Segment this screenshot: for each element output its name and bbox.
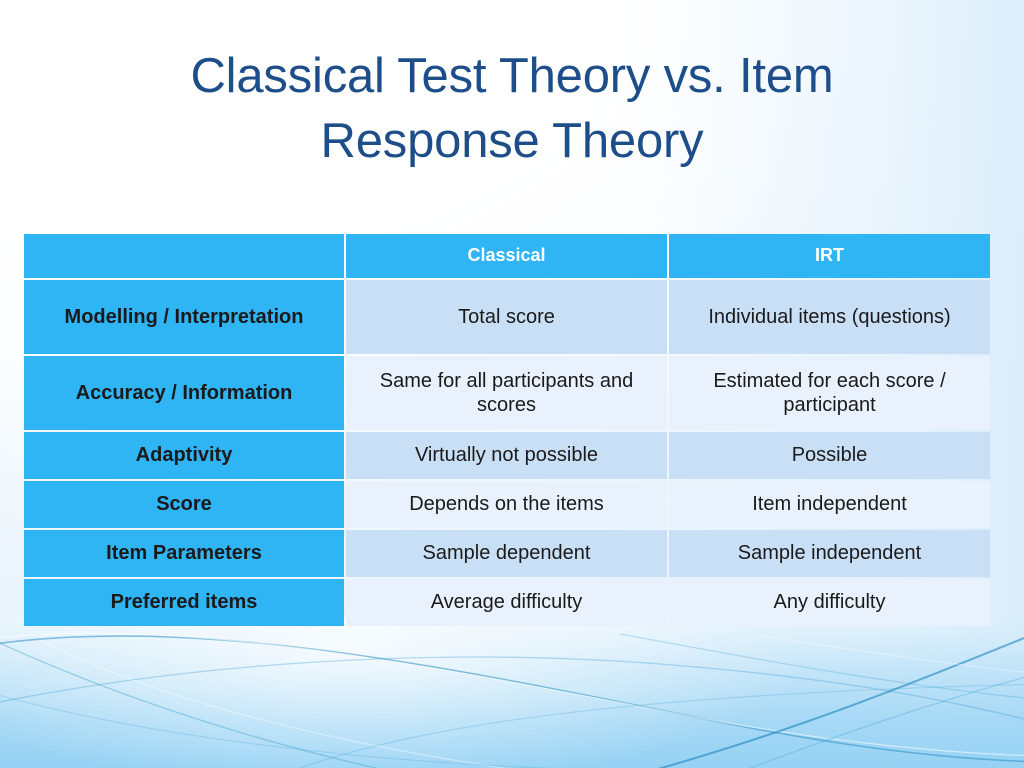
cell-accuracy-classical: Same for all participants and scores <box>346 356 667 430</box>
cell-adaptivity-irt: Possible <box>669 432 990 479</box>
table-header-irt: IRT <box>669 234 990 278</box>
comparison-table: Classical IRT Modelling / Interpretation… <box>22 232 992 628</box>
cell-modelling-irt: Individual items (questions) <box>669 280 990 354</box>
slide-title: Classical Test Theory vs. Item Response … <box>62 44 962 174</box>
cell-preferred-items-classical: Average difficulty <box>346 579 667 626</box>
cell-score-irt: Item independent <box>669 481 990 528</box>
row-label-adaptivity: Adaptivity <box>24 432 344 479</box>
cell-item-parameters-classical: Sample dependent <box>346 530 667 577</box>
slide-title-line-1: Classical Test Theory vs. Item <box>190 49 834 103</box>
row-label-modelling-interpretation: Modelling / Interpretation <box>24 280 344 354</box>
table-header-corner-cell <box>24 234 344 278</box>
table-header-classical: Classical <box>346 234 667 278</box>
cell-score-classical: Depends on the items <box>346 481 667 528</box>
cell-modelling-classical: Total score <box>346 280 667 354</box>
row-label-accuracy-information: Accuracy / Information <box>24 356 344 430</box>
table-row: Accuracy / Information Same for all part… <box>24 356 990 430</box>
slide-title-line-2: Response Theory <box>320 114 704 169</box>
cell-accuracy-irt: Estimated for each score / participant <box>669 356 990 430</box>
comparison-table-container: Classical IRT Modelling / Interpretation… <box>22 232 990 628</box>
table-header-row: Classical IRT <box>24 234 990 278</box>
table-row: Preferred items Average difficulty Any d… <box>24 579 990 626</box>
row-label-item-parameters: Item Parameters <box>24 530 344 577</box>
table-row: Score Depends on the items Item independ… <box>24 481 990 528</box>
table-row: Item Parameters Sample dependent Sample … <box>24 530 990 577</box>
cell-item-parameters-irt: Sample independent <box>669 530 990 577</box>
cell-adaptivity-classical: Virtually not possible <box>346 432 667 479</box>
row-label-score: Score <box>24 481 344 528</box>
row-label-preferred-items: Preferred items <box>24 579 344 626</box>
table-row: Modelling / Interpretation Total score I… <box>24 280 990 354</box>
table-row: Adaptivity Virtually not possible Possib… <box>24 432 990 479</box>
cell-preferred-items-irt: Any difficulty <box>669 579 990 626</box>
